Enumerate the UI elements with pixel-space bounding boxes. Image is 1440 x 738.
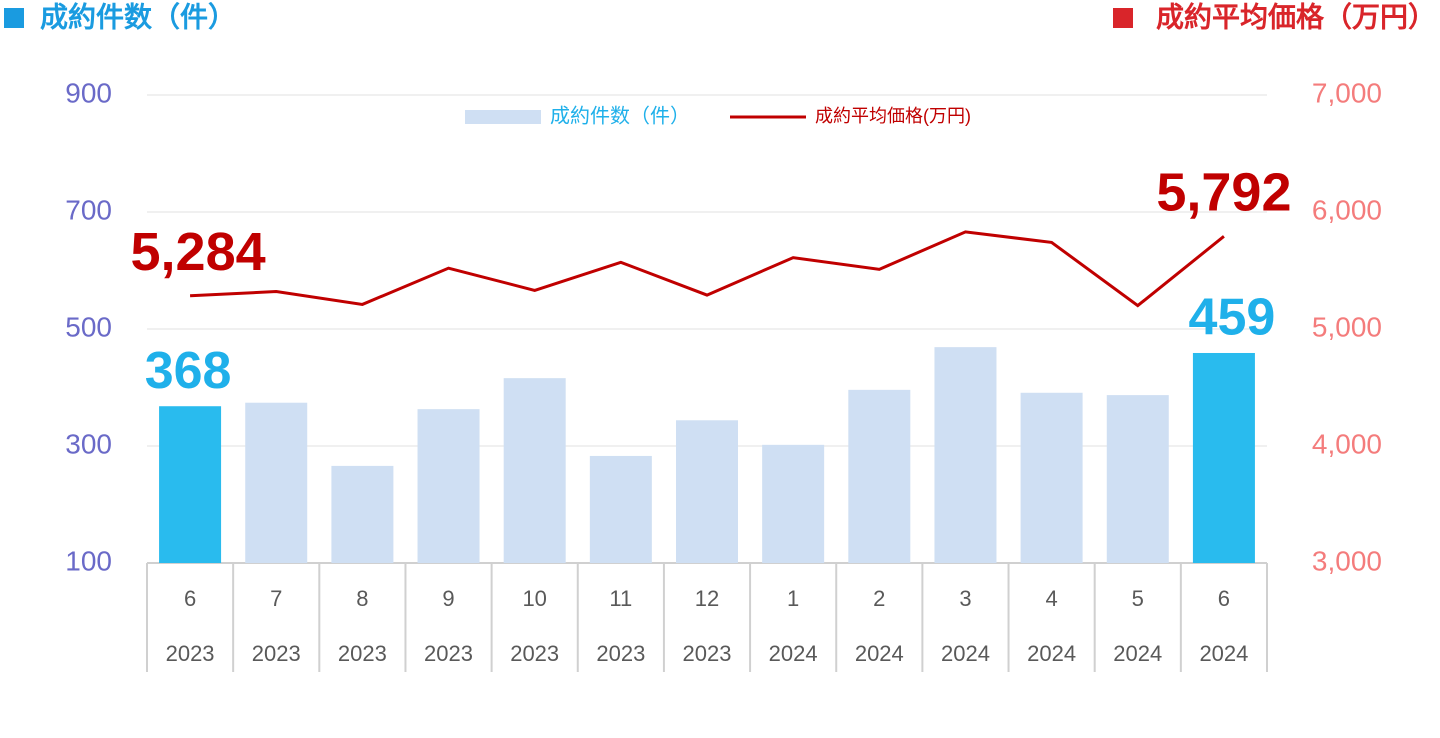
x-tick-label: 6 <box>184 586 196 611</box>
bar <box>1020 392 1083 563</box>
x-tick-label: 9 <box>442 586 454 611</box>
x-year-label: 2023 <box>338 641 387 666</box>
x-year-label: 2024 <box>941 641 990 666</box>
right-title-marker <box>1113 8 1133 28</box>
x-year-label: 2024 <box>1199 641 1248 666</box>
x-year-label: 2023 <box>252 641 301 666</box>
left-title: 成約件数（件） <box>40 0 236 32</box>
left-title-marker <box>4 8 24 28</box>
bar <box>1192 352 1255 563</box>
x-tick-label: 7 <box>270 586 282 611</box>
right-title: 成約平均価格（万円） <box>1156 0 1436 32</box>
x-year-label: 2024 <box>1113 641 1162 666</box>
x-tick-label: 6 <box>1218 586 1230 611</box>
bar-value-label: 368 <box>145 342 232 400</box>
bar <box>1106 395 1169 563</box>
y2-tick-label: 4,000 <box>1312 428 1382 459</box>
bar <box>762 444 825 563</box>
y-tick-label: 500 <box>65 311 112 342</box>
y-tick-label: 900 <box>65 77 112 108</box>
x-tick-label: 12 <box>695 586 719 611</box>
x-year-label: 2024 <box>1027 641 1076 666</box>
x-year-label: 2023 <box>166 641 215 666</box>
x-year-label: 2024 <box>769 641 818 666</box>
line-value-label: 5,284 <box>131 222 266 282</box>
y-tick-label: 700 <box>65 194 112 225</box>
x-year-label: 2024 <box>855 641 904 666</box>
y2-tick-label: 3,000 <box>1312 545 1382 576</box>
bar-value-label: 459 <box>1189 289 1276 347</box>
x-year-label: 2023 <box>510 641 559 666</box>
bar <box>331 465 394 563</box>
x-year-label: 2023 <box>424 641 473 666</box>
line <box>190 230 1225 308</box>
y2-tick-label: 6,000 <box>1312 194 1382 225</box>
x-tick-label: 10 <box>522 586 546 611</box>
bar <box>676 420 738 563</box>
x-tick-label: 11 <box>609 586 632 611</box>
x-tick-label: 5 <box>1132 586 1144 611</box>
legend-label: 成約件数（件） <box>550 104 690 127</box>
x-tick-label: 4 <box>1045 586 1057 611</box>
bar <box>589 455 652 563</box>
x-year-label: 2023 <box>683 641 732 666</box>
y2-tick-label: 5,000 <box>1312 311 1382 342</box>
x-tick-label: 3 <box>959 586 971 611</box>
y-tick-label: 100 <box>65 545 112 576</box>
legend-swatch <box>465 110 541 124</box>
line-value-label: 5,792 <box>1156 163 1291 223</box>
legend-label: 成約平均価格(万円) <box>815 106 971 126</box>
bar <box>503 378 566 563</box>
bar <box>159 406 222 563</box>
bar <box>934 347 997 563</box>
x-tick-label: 2 <box>873 586 885 611</box>
y-tick-label: 300 <box>65 428 112 459</box>
bar <box>417 409 480 563</box>
x-tick-label: 1 <box>787 586 799 611</box>
bar <box>245 402 308 563</box>
bar <box>848 389 911 563</box>
x-tick-label: 8 <box>356 586 368 611</box>
x-year-label: 2023 <box>596 641 645 666</box>
y2-tick-label: 7,000 <box>1312 77 1382 108</box>
